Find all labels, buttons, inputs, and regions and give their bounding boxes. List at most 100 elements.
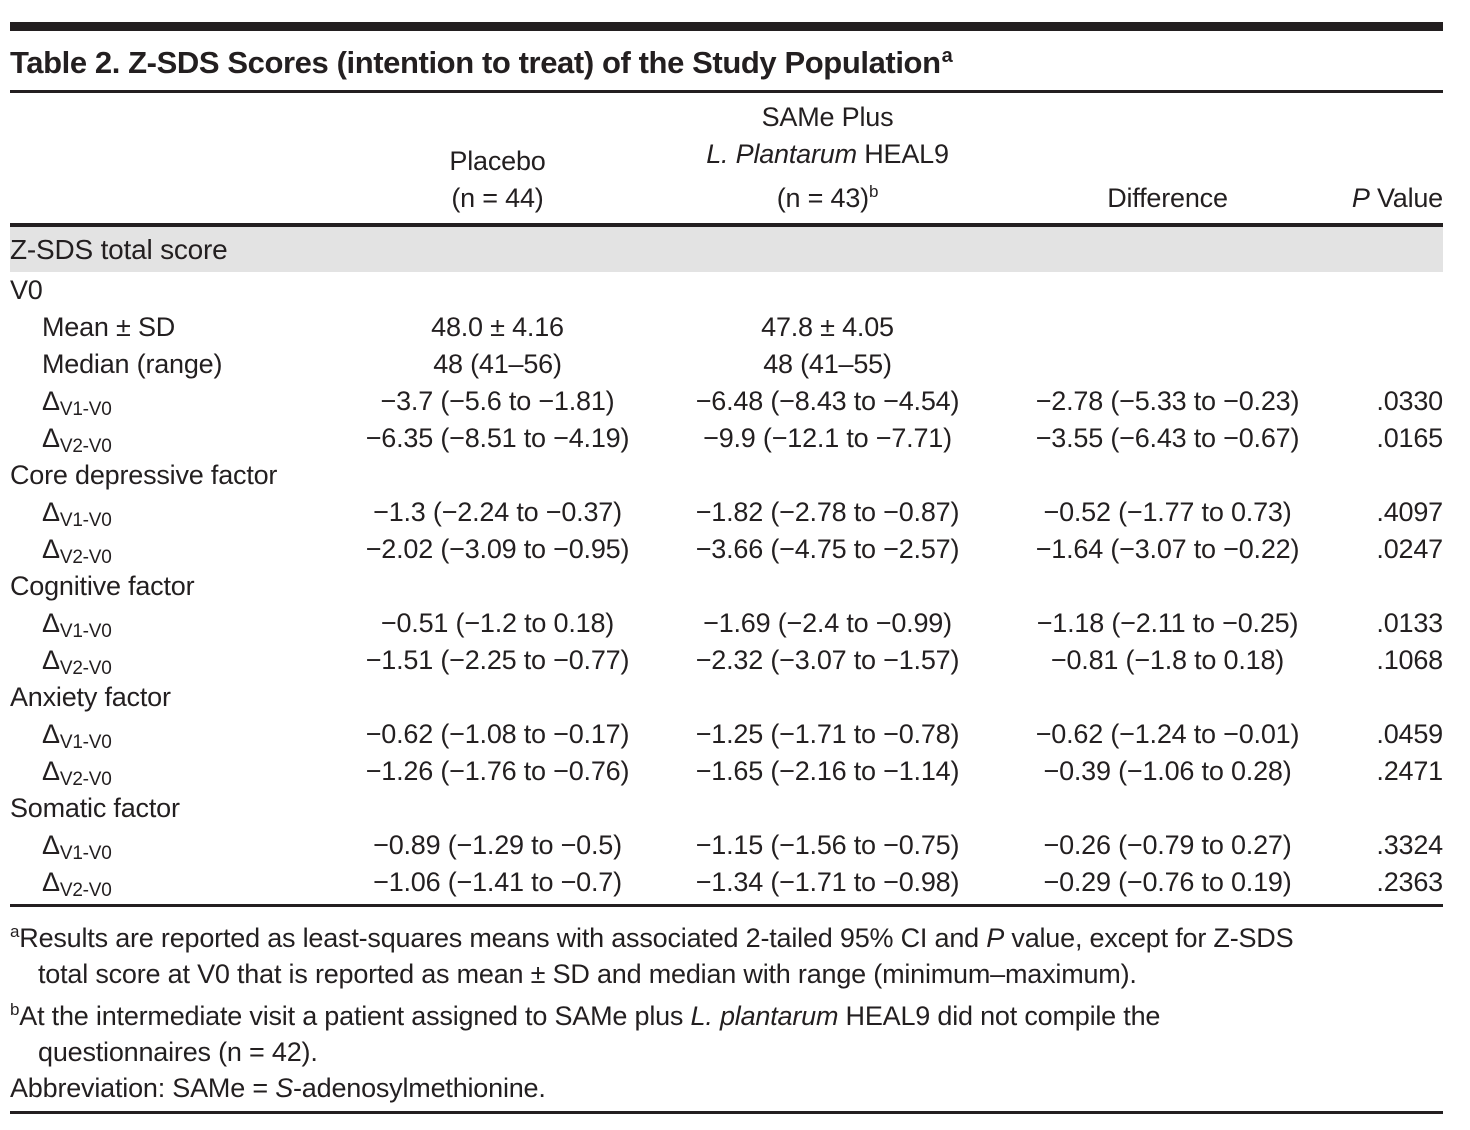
row-label: ΔV2-V0 bbox=[10, 642, 345, 687]
footnote-text: value, except for Z-SDS bbox=[1004, 923, 1294, 953]
cell-same: −1.34 (−1.71 to −0.98) bbox=[695, 867, 960, 897]
cell-same bbox=[650, 790, 1005, 827]
delta-subscript: V2-V0 bbox=[59, 436, 112, 457]
cell-difference: −0.39 (−1.06 to 0.28) bbox=[1043, 756, 1292, 786]
cell-placebo bbox=[345, 790, 650, 827]
cell-pvalue: .2471 bbox=[1376, 756, 1443, 786]
figure-bottom-rule bbox=[10, 1111, 1443, 1114]
delta-subscript: V1-V0 bbox=[59, 732, 112, 753]
cell-difference: −1.18 (−2.11 to −0.25) bbox=[1036, 608, 1299, 638]
cell-difference: −0.29 (−0.76 to 0.19) bbox=[1043, 867, 1292, 897]
cell-placebo: −3.7 (−5.6 to −1.81) bbox=[380, 386, 615, 416]
delta-symbol: Δ bbox=[42, 830, 60, 860]
top-bar-rule bbox=[10, 22, 1443, 31]
row-label: Cognitive factor bbox=[10, 571, 195, 601]
cell-placebo bbox=[345, 679, 650, 716]
footnote-text: -adenosylmethionine. bbox=[293, 1073, 546, 1103]
row-label: Anxiety factor bbox=[10, 682, 171, 712]
table-row: ΔV2-V0 −1.26 (−1.76 to −0.76) −1.65 (−2.… bbox=[10, 753, 1443, 790]
same-header-line3: (n = 43)b bbox=[650, 173, 1005, 217]
cell-pvalue: .0459 bbox=[1376, 719, 1443, 749]
cell-pvalue bbox=[1330, 309, 1443, 346]
cell-placebo: −0.89 (−1.29 to −0.5) bbox=[373, 830, 622, 860]
cell-placebo: −6.35 (−8.51 to −4.19) bbox=[365, 423, 630, 453]
same-header-n: (n = 43) bbox=[776, 183, 869, 213]
pvalue-header-p: P bbox=[1351, 183, 1370, 213]
row-label: ΔV1-V0 bbox=[10, 494, 345, 539]
cell-same bbox=[650, 272, 1005, 309]
cell-pvalue bbox=[1330, 568, 1443, 605]
table-bottom-rule bbox=[10, 904, 1443, 907]
footnote-text: total score at V0 that is reported as me… bbox=[38, 959, 1137, 989]
table-row: Core depressive factor bbox=[10, 457, 1443, 494]
cell-same bbox=[650, 568, 1005, 605]
same-header-line1: SAMe Plus bbox=[761, 102, 894, 132]
header-rule bbox=[10, 223, 1443, 227]
footnote-text: L. plantarum bbox=[690, 1001, 839, 1031]
cell-same: −1.65 (−2.16 to −1.14) bbox=[695, 756, 960, 786]
cell-pvalue: .0247 bbox=[1376, 534, 1443, 564]
table-row: Median (range) 48 (41–56) 48 (41–55) bbox=[10, 346, 1443, 383]
delta-symbol: Δ bbox=[42, 423, 60, 453]
column-header-placebo: Placebo (n = 44) bbox=[345, 143, 650, 217]
cell-difference: −0.26 (−0.79 to 0.27) bbox=[1043, 830, 1292, 860]
row-label: ΔV2-V0 bbox=[10, 420, 345, 465]
delta-subscript: V1-V0 bbox=[59, 399, 112, 420]
cell-placebo: 48 (41–56) bbox=[433, 349, 562, 379]
cell-difference: −0.52 (−1.77 to 0.73) bbox=[1043, 497, 1292, 527]
pvalue-header-value: Value bbox=[1369, 183, 1443, 213]
footnote-line: Abbreviation: SAMe = S-adenosylmethionin… bbox=[10, 1070, 1443, 1106]
cell-difference: −3.55 (−6.43 to −0.67) bbox=[1035, 423, 1300, 453]
cell-placebo: −0.51 (−1.2 to 0.18) bbox=[380, 608, 615, 638]
cell-difference bbox=[1005, 568, 1330, 605]
same-header-line2: L. Plantarum HEAL9 bbox=[650, 136, 1005, 173]
row-label: ΔV2-V0 bbox=[10, 531, 345, 576]
row-label: ΔV1-V0 bbox=[10, 827, 345, 872]
row-label: ΔV1-V0 bbox=[10, 716, 345, 761]
column-header-difference: Difference bbox=[1107, 183, 1228, 213]
footnote-superscript: b bbox=[10, 1000, 20, 1019]
delta-symbol: Δ bbox=[42, 719, 60, 749]
table-row: Somatic factor bbox=[10, 790, 1443, 827]
table-row: Cognitive factor bbox=[10, 568, 1443, 605]
delta-subscript: V1-V0 bbox=[59, 843, 112, 864]
cell-pvalue: .0133 bbox=[1376, 608, 1443, 638]
table-title-superscript: a bbox=[941, 45, 953, 67]
footnote-text: S bbox=[275, 1073, 294, 1103]
table-row: ΔV1-V0 −0.89 (−1.29 to −0.5) −1.15 (−1.5… bbox=[10, 827, 1443, 864]
cell-placebo: −2.02 (−3.09 to −0.95) bbox=[365, 534, 630, 564]
table-row: ΔV1-V0 −1.3 (−2.24 to −0.37) −1.82 (−2.7… bbox=[10, 494, 1443, 531]
cell-same: −1.15 (−1.56 to −0.75) bbox=[695, 830, 960, 860]
cell-same: −6.48 (−8.43 to −4.54) bbox=[695, 386, 960, 416]
delta-subscript: V2-V0 bbox=[59, 658, 112, 679]
cell-same: −3.66 (−4.75 to −2.57) bbox=[695, 534, 960, 564]
footnote-text: Results are reported as least-squares me… bbox=[19, 923, 987, 953]
cell-same bbox=[650, 457, 1005, 494]
table-title: Table 2. Z-SDS Scores (intention to trea… bbox=[10, 31, 1443, 90]
cell-difference bbox=[1005, 457, 1330, 494]
same-header-species: L. Plantarum bbox=[706, 139, 857, 169]
cell-pvalue bbox=[1330, 790, 1443, 827]
row-label: Median (range) bbox=[42, 349, 223, 379]
cell-difference bbox=[1005, 272, 1330, 309]
table-row: ΔV2-V0 −6.35 (−8.51 to −4.19) −9.9 (−12.… bbox=[10, 420, 1443, 457]
cell-difference bbox=[1005, 309, 1330, 346]
delta-symbol: Δ bbox=[42, 497, 60, 527]
cell-difference: −0.62 (−1.24 to −0.01) bbox=[1035, 719, 1300, 749]
section-band: Z-SDS total score bbox=[10, 227, 1443, 272]
cell-same: −1.82 (−2.78 to −0.87) bbox=[695, 497, 960, 527]
table-row: ΔV1-V0 −3.7 (−5.6 to −1.81) −6.48 (−8.43… bbox=[10, 383, 1443, 420]
delta-symbol: Δ bbox=[42, 386, 60, 416]
column-header-same: SAMe Plus L. Plantarum HEAL9 (n = 43)b bbox=[650, 99, 1005, 217]
cell-pvalue bbox=[1330, 272, 1443, 309]
delta-symbol: Δ bbox=[42, 534, 60, 564]
table-row: Mean ± SD 48.0 ± 4.16 47.8 ± 4.05 bbox=[10, 309, 1443, 346]
delta-subscript: V2-V0 bbox=[59, 769, 112, 790]
table-row: ΔV2-V0 −1.51 (−2.25 to −0.77) −2.32 (−3.… bbox=[10, 642, 1443, 679]
cell-placebo: −1.51 (−2.25 to −0.77) bbox=[365, 645, 630, 675]
row-label: Mean ± SD bbox=[42, 312, 176, 342]
cell-difference bbox=[1005, 346, 1330, 383]
cell-placebo: −1.06 (−1.41 to −0.7) bbox=[373, 867, 622, 897]
table-row: V0 bbox=[10, 272, 1443, 309]
cell-difference bbox=[1005, 790, 1330, 827]
